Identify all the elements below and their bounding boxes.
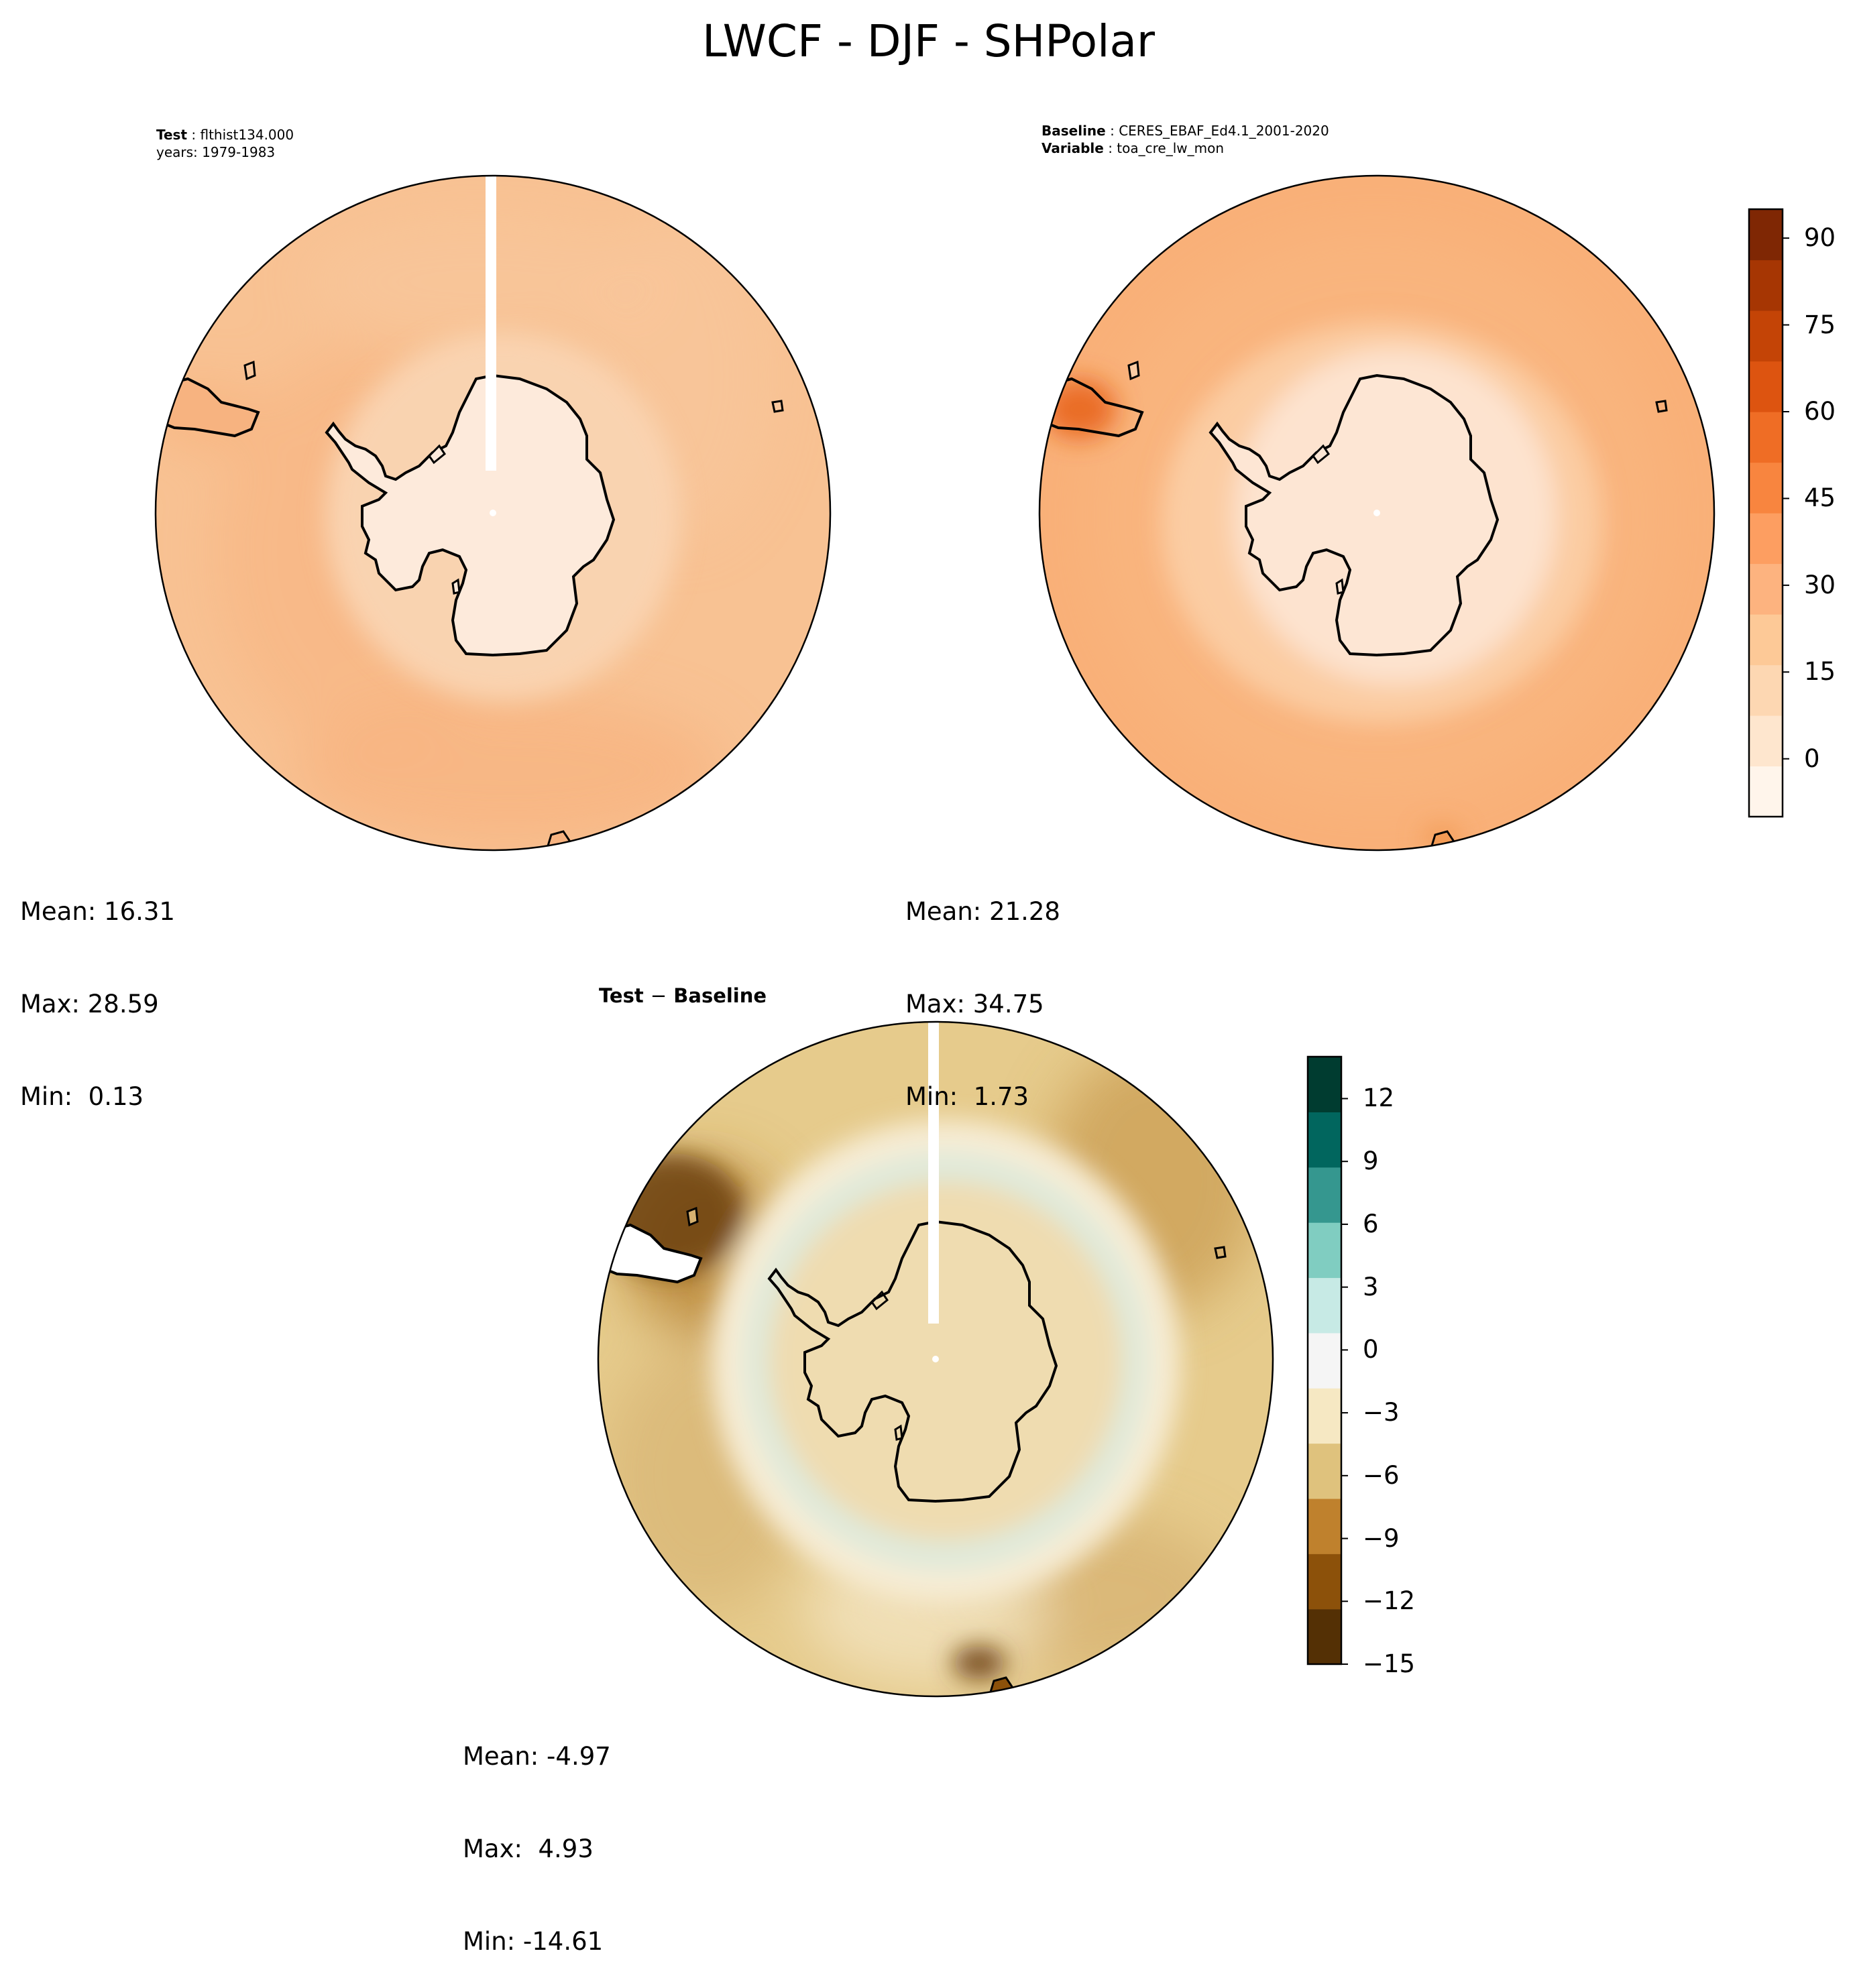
colorbar-main-tick-label: 15: [1804, 657, 1836, 687]
test-years: years: 1979-1983: [156, 144, 276, 160]
baseline-map: [1038, 174, 1715, 852]
colorbar-main-tick-label: 0: [1804, 744, 1820, 773]
colorbar-diff-segment: [1308, 1167, 1341, 1223]
maps-svg: [154, 174, 1789, 1698]
colorbar-main-segment: [1749, 715, 1783, 767]
baseline-case-name: CERES_EBAF_Ed4.1_2001-2020: [1119, 123, 1329, 139]
variable-header-key: Variable: [1042, 140, 1104, 156]
variable-name: toa_cre_lw_mon: [1117, 140, 1225, 156]
diff-title: Test − Baseline: [599, 984, 767, 1007]
colorbar-main-segment: [1749, 412, 1783, 463]
colorbar-diff-segment: [1308, 1443, 1341, 1499]
diff-title-minus: −: [650, 984, 667, 1007]
colorbar-main-segment: [1749, 766, 1783, 817]
colorbar-diff-segment: [1308, 1277, 1341, 1334]
colorbar-main-segment: [1749, 361, 1783, 412]
test-missing-strip: [486, 176, 496, 471]
baseline-header-key: Baseline: [1042, 123, 1106, 139]
baseline-header: Baseline : CERES_EBAF_Ed4.1_2001-2020 Va…: [1042, 123, 1329, 156]
colorbar-main: [1748, 208, 1789, 818]
test-mean: 16.31: [104, 897, 175, 926]
diff-mean: -4.97: [547, 1742, 611, 1771]
baseline-mean: 21.28: [989, 897, 1060, 926]
test-min: 0.13: [88, 1082, 144, 1111]
colorbar-diff-segment: [1308, 1332, 1341, 1389]
test-max: 28.59: [87, 990, 159, 1018]
test-stats: Mean: 16.31 Max: 28.59 Min: 0.13: [20, 897, 175, 1111]
diff-stats: Mean: -4.97 Max: 4.93 Min: -14.61: [463, 1742, 611, 1956]
colorbar-diff-tick-label: −9: [1363, 1523, 1400, 1553]
colorbar-diff-tick-label: 9: [1363, 1147, 1379, 1176]
colorbar-diff-tick-label: 3: [1363, 1272, 1379, 1301]
colorbar-main-segment: [1749, 563, 1783, 615]
colorbar-main-segment: [1749, 310, 1783, 362]
colorbar-main-segment: [1749, 614, 1783, 666]
baseline-stats: Mean: 21.28 Max: 34.75 Min: 1.73: [905, 897, 1060, 1111]
colorbar-diff-tick-label: −15: [1363, 1649, 1416, 1678]
colorbar-main-frame: [1748, 208, 1784, 818]
diff-title-baseline: Baseline: [673, 984, 767, 1007]
colorbar-diff-tick-label: −3: [1363, 1398, 1400, 1427]
colorbar-main-segment: [1749, 209, 1783, 261]
diff-max: 4.93: [538, 1834, 594, 1863]
colorbar-main-segment: [1749, 462, 1783, 514]
colorbar-main-tick-label: 45: [1804, 483, 1836, 513]
colorbar-diff-segment: [1308, 1388, 1341, 1444]
test-header: Test : flthist134.000 years: 1979-1983: [156, 127, 294, 160]
test-map: [154, 174, 832, 852]
colorbar-main-tick-label: 30: [1804, 570, 1836, 599]
colorbar-diff-segment: [1308, 1112, 1341, 1168]
colorbar-diff-segment: [1308, 1498, 1341, 1554]
diff-title-test: Test: [599, 984, 644, 1007]
colorbar-diff-segment: [1308, 1554, 1341, 1610]
colorbar-main-segment: [1749, 259, 1783, 311]
diff-map-frame: [597, 1020, 1274, 1698]
diff-min: -14.61: [522, 1927, 604, 1956]
colorbar-diff-tick-label: 6: [1363, 1209, 1379, 1238]
colorbar-main-tick-label: 75: [1804, 310, 1836, 339]
baseline-map-frame: [1038, 174, 1715, 852]
figure-title: LWCF - DJF - SHPolar: [701, 15, 1156, 67]
test-map-frame: [154, 174, 832, 852]
colorbar-main-tick-label: 60: [1804, 397, 1836, 426]
test-case-name: flthist134.000: [200, 127, 294, 143]
diff-map: [597, 1020, 1274, 1698]
colorbar-diff-tick-label: 0: [1363, 1335, 1379, 1364]
colorbar-main-segment: [1749, 513, 1783, 565]
diff-missing-strip: [928, 1022, 939, 1324]
test-header-key: Test: [156, 127, 188, 143]
colorbar-diff-tick-label: −12: [1363, 1586, 1416, 1616]
baseline-max: 34.75: [972, 990, 1044, 1018]
colorbar-main-segment: [1749, 664, 1783, 716]
colorbar-diff-tick-label: −6: [1363, 1460, 1400, 1490]
colorbar-main-tick-label: 90: [1804, 223, 1836, 253]
colorbar-diff: [1306, 1055, 1348, 1665]
baseline-min: 1.73: [973, 1082, 1029, 1111]
colorbar-diff-tick-label: 12: [1363, 1084, 1395, 1113]
colorbar-diff-segment: [1308, 1222, 1341, 1279]
colorbar-diff-segment: [1308, 1609, 1341, 1665]
colorbar-diff-segment: [1308, 1057, 1341, 1112]
colorbar-diff-frame: [1306, 1055, 1343, 1665]
